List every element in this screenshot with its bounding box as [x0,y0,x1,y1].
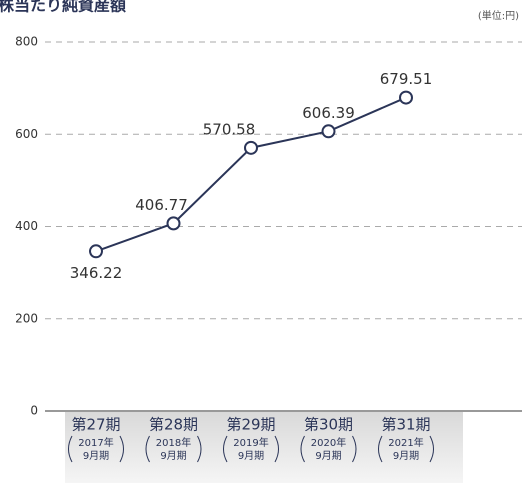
data-label: 679.51 [380,70,433,88]
chart-title: 株当たり純資産額 [0,0,126,15]
y-tick-label: 0 [30,404,38,418]
marker [244,140,258,155]
x-tick-note: 2017年 [78,436,113,449]
y-tick-label: 200 [15,311,38,325]
bracket-left [223,435,228,463]
marker [321,124,336,139]
data-label: 606.39 [302,104,355,122]
x-tick-label: 第31期 [381,416,430,434]
unit-label: (単位:円) [478,9,519,22]
marker [399,90,413,105]
bracket-right [197,435,202,463]
x-tick-note: 2018年 [156,436,191,449]
bracket-right [119,435,124,463]
x-tick-note: 9月期 [238,450,264,462]
category-band [65,412,463,483]
bracket-left [68,435,73,463]
x-tick-note: 9月期 [393,450,419,462]
data-label: 406.77 [135,196,188,214]
bracket-left [378,435,383,463]
bracket-right [274,435,279,463]
x-tick-label: 第28期 [149,416,198,434]
x-tick-label: 第27期 [71,416,120,434]
x-tick-label: 第30期 [304,416,353,434]
y-tick-label: 600 [15,127,38,141]
x-tick-note: 2021年 [388,436,423,449]
x-tick-note: 9月期 [83,450,109,462]
y-tick-label: 800 [15,35,38,49]
x-tick-note: 9月期 [315,450,341,462]
bracket-right [429,435,434,463]
bracket-left [145,435,150,463]
data-label: 346.22 [70,264,123,282]
y-tick-label: 400 [15,219,38,233]
x-tick-note: 2020年 [311,436,346,449]
marker [89,244,103,259]
x-tick-note: 9月期 [160,450,186,462]
data-label: 570.58 [203,120,256,138]
bracket-right [352,435,357,463]
bracket-left [300,435,305,463]
x-tick-label: 第29期 [226,416,275,434]
marker [166,216,181,231]
x-tick-note: 2019年 [233,436,268,449]
